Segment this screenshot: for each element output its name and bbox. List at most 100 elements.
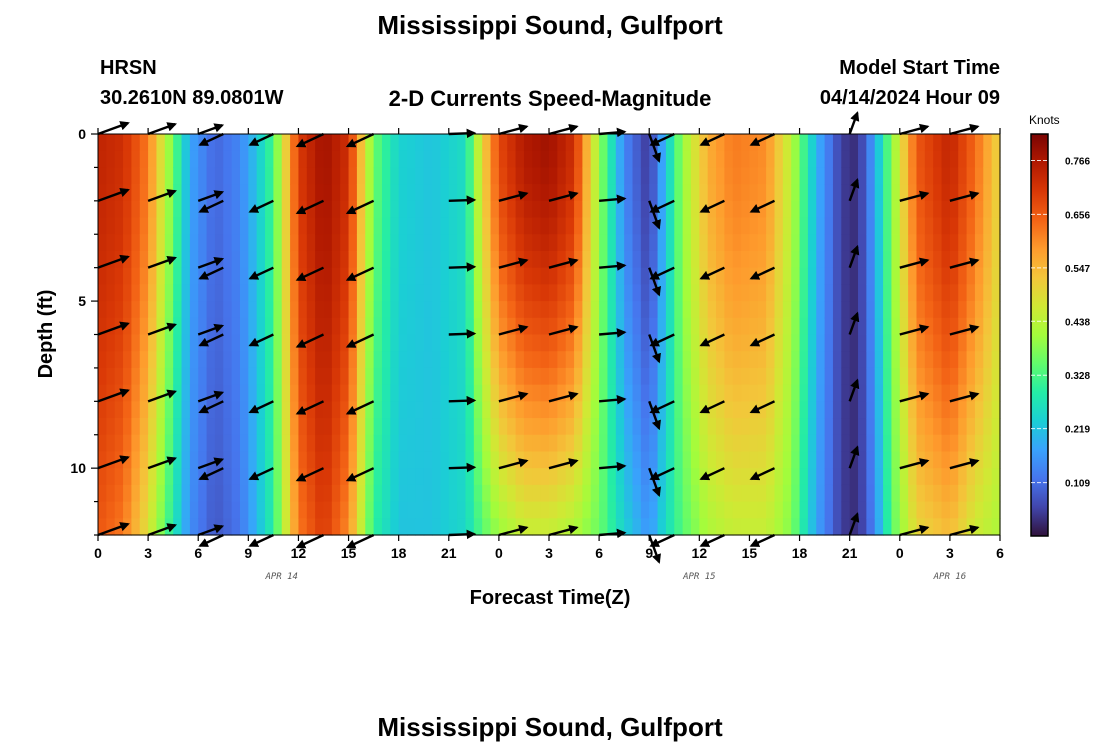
- current-arrow: [649, 533, 675, 547]
- heatmap-cell: [958, 184, 968, 202]
- heatmap-cell: [223, 501, 233, 519]
- current-arrow: [295, 400, 325, 415]
- heatmap-cell: [724, 384, 734, 402]
- heatmap-cell: [716, 334, 725, 352]
- heatmap-cell: [949, 234, 959, 252]
- heatmap-cell: [599, 434, 609, 453]
- heatmap-cell: [949, 317, 959, 336]
- heatmap-cell: [624, 234, 634, 252]
- current-arrow: [749, 533, 776, 547]
- heatmap-cell: [849, 484, 859, 503]
- current-arrow: [97, 522, 130, 537]
- heatmap-cell: [565, 401, 575, 419]
- heatmap-cell: [582, 401, 592, 419]
- heatmap-cell: [891, 518, 901, 536]
- heatmap-cell: [699, 384, 709, 402]
- heatmap-cell: [791, 250, 801, 269]
- heatmap-cell: [407, 200, 416, 219]
- heatmap-cell: [574, 150, 584, 169]
- heatmap-cell: [306, 367, 316, 386]
- heatmap-cell: [624, 317, 634, 336]
- heatmap-cell: [590, 167, 600, 185]
- heatmap-cell: [139, 250, 149, 269]
- heatmap-cell: [482, 267, 492, 285]
- heatmap-cell: [423, 134, 433, 152]
- heatmap-cell: [356, 200, 366, 219]
- heatmap-cell: [281, 334, 291, 352]
- heatmap-cell: [223, 518, 233, 536]
- heatmap-cell: [824, 384, 834, 402]
- heatmap-cell: [991, 484, 1001, 503]
- heatmap-cell: [373, 501, 383, 519]
- heatmap-cell: [540, 317, 550, 336]
- heatmap-cell: [732, 334, 742, 352]
- heatmap-cell: [574, 501, 584, 519]
- heatmap-cell: [131, 301, 141, 319]
- heatmap-cell: [807, 351, 817, 369]
- heatmap-cell: [189, 401, 199, 419]
- heatmap-cell: [657, 317, 667, 336]
- heatmap-cell: [523, 134, 533, 152]
- heatmap-cell: [707, 267, 717, 285]
- heatmap-cell: [782, 351, 792, 369]
- heatmap-cell: [749, 518, 759, 536]
- heatmap-cell: [340, 334, 350, 352]
- heatmap-cell: [214, 200, 224, 219]
- heatmap-cell: [599, 217, 609, 235]
- heatmap-cell: [532, 451, 542, 469]
- heatmap-cell: [674, 234, 684, 252]
- heatmap-cell: [507, 334, 517, 352]
- heatmap-cell: [782, 518, 792, 536]
- heatmap-cell: [198, 217, 208, 235]
- heatmap-cell: [448, 468, 458, 486]
- heatmap-cell: [665, 468, 675, 486]
- heatmap-cell: [432, 150, 442, 169]
- heatmap-cell: [381, 484, 391, 503]
- heatmap-cell: [624, 134, 634, 152]
- heatmap-cell: [532, 184, 542, 202]
- heatmap-cell: [807, 384, 817, 402]
- heatmap-cell: [624, 267, 634, 285]
- heatmap-cell: [807, 367, 817, 386]
- heatmap-cell: [849, 167, 859, 185]
- heatmap-cell: [323, 267, 333, 285]
- heatmap-cell: [949, 501, 959, 519]
- heatmap-cell: [599, 184, 609, 202]
- heatmap-cell: [323, 418, 333, 436]
- heatmap-cell: [540, 418, 550, 436]
- heatmap-cell: [231, 518, 241, 536]
- heatmap-cell: [390, 284, 400, 302]
- heatmap-cell: [189, 334, 199, 352]
- heatmap-cell: [306, 200, 316, 219]
- heatmap-cell: [782, 334, 792, 352]
- heatmap-cell: [632, 150, 642, 169]
- heatmap-cell: [716, 267, 725, 285]
- heatmap-cell: [991, 501, 1001, 519]
- heatmap-cell: [173, 384, 183, 402]
- heatmap-cell: [757, 351, 767, 369]
- heatmap-cell: [315, 501, 325, 519]
- heatmap-cell: [164, 267, 174, 285]
- heatmap-cell: [983, 267, 993, 285]
- heatmap-cell: [473, 267, 483, 285]
- heatmap-cell: [114, 150, 124, 169]
- heatmap-cell: [841, 134, 851, 152]
- heatmap-cell: [665, 217, 675, 235]
- heatmap-cell: [640, 501, 650, 519]
- heatmap-cell: [549, 234, 558, 252]
- heatmap-cell: [841, 200, 851, 219]
- heatmap-cell: [966, 384, 976, 402]
- heatmap-cell: [306, 267, 316, 285]
- current-arrow: [548, 257, 579, 269]
- heatmap-cell: [189, 484, 199, 503]
- x-tick-label: 15: [341, 545, 357, 561]
- heatmap-cell: [390, 250, 400, 269]
- heatmap-cell: [741, 150, 751, 169]
- heatmap-cell: [340, 200, 350, 219]
- heatmap-cell: [732, 184, 742, 202]
- heatmap-cell: [365, 401, 375, 419]
- heatmap-cell: [724, 150, 734, 169]
- heatmap-cell: [214, 301, 224, 319]
- heatmap-cell: [123, 384, 133, 402]
- heatmap-cell: [690, 150, 700, 169]
